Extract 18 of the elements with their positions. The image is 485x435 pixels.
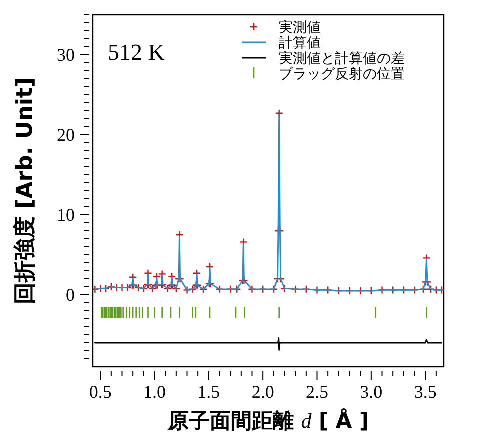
legend-label: 実測値と計算値の差 bbox=[279, 51, 405, 67]
x-tick-label: 1.0 bbox=[144, 382, 166, 402]
x-axis-title: 原子面間距離 d [ Å ] bbox=[166, 408, 370, 433]
y-axis-title: 回折強度 [Arb. Unit] bbox=[12, 78, 38, 304]
x-tick-label: 2.0 bbox=[252, 382, 274, 402]
legend-label: 実測値 bbox=[279, 20, 321, 36]
y-tick-label: 0 bbox=[66, 285, 75, 305]
x-tick-label: 0.5 bbox=[89, 382, 112, 402]
x-tick-label: 1.5 bbox=[198, 382, 220, 402]
annotation: 512 K bbox=[108, 40, 166, 65]
y-tick-label: 30 bbox=[57, 45, 75, 65]
y-tick-label: 20 bbox=[57, 125, 75, 145]
x-tick-label: 3.5 bbox=[414, 382, 437, 402]
x-tick-label: 3.0 bbox=[360, 382, 383, 402]
legend-label: ブラッグ反射の位置 bbox=[279, 66, 405, 82]
y-tick-label: 10 bbox=[57, 205, 75, 225]
legend-label: 計算値 bbox=[279, 36, 321, 52]
x-tick-label: 2.5 bbox=[306, 382, 328, 402]
